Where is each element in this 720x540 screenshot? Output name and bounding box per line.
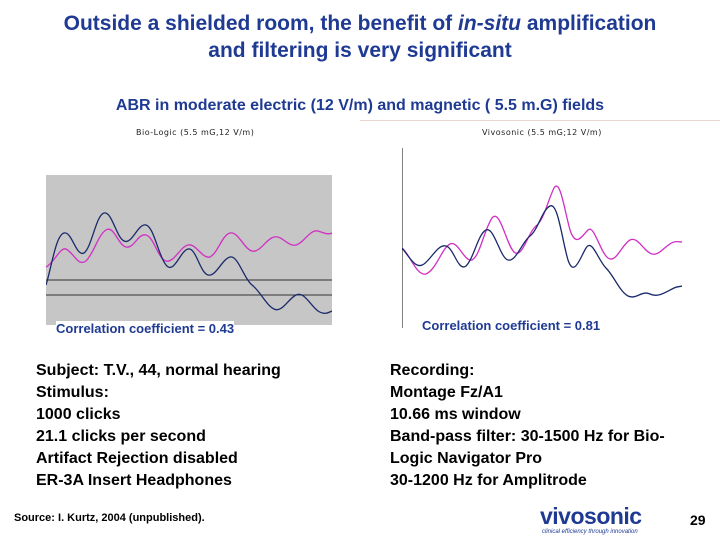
logo-tagline: clinical efficiency through innovation — [542, 529, 638, 535]
right-abr-plot — [402, 148, 682, 328]
info-line: Logic Navigator Pro — [390, 450, 543, 467]
info-line: Band-pass filter: 30-1500 Hz for Bio- — [390, 428, 665, 445]
plot-background — [402, 148, 682, 328]
navy-trace — [46, 212, 332, 314]
info-line: 1000 clicks — [36, 406, 121, 423]
info-line: 10.66 ms window — [390, 406, 521, 423]
right-info-block: Recording: Montage Fz/A1 10.66 ms window… — [390, 360, 665, 492]
left-plot-label: Bio-Logic (5.5 mG,12 V/m) — [136, 128, 255, 137]
info-line: Montage Fz/A1 — [390, 384, 503, 401]
navy-trace — [402, 205, 682, 298]
magenta-trace — [46, 228, 332, 268]
right-plot-label: Vivosonic (5.5 mG;12 V/m) — [482, 128, 602, 137]
page-number: 29 — [690, 512, 706, 528]
info-line: ER-3A Insert Headphones — [36, 472, 232, 489]
info-line: 21.1 clicks per second — [36, 428, 206, 445]
right-correlation-label: Correlation coefficient = 0.81 — [422, 318, 601, 333]
logo-wordmark: vivosonic — [540, 503, 642, 529]
vivosonic-logo: vivosonic clinical efficiency through in… — [540, 500, 690, 536]
slide-subtitle: ABR in moderate electric (12 V/m) and ma… — [115, 97, 605, 114]
plot-background — [46, 175, 332, 325]
info-line: Subject: T.V., 44, normal hearing — [36, 362, 281, 379]
info-line: Stimulus: — [36, 384, 109, 401]
left-abr-plot — [46, 175, 332, 325]
magenta-trace — [402, 185, 682, 275]
left-correlation-label: Correlation coefficient = 0.43 — [56, 321, 235, 336]
title-line-1: Outside a shielded room, the benefit of … — [63, 12, 657, 35]
info-line: Artifact Rejection disabled — [36, 450, 238, 467]
decorative-line — [360, 120, 720, 121]
info-line: 30-1200 Hz for Amplitrode — [390, 472, 587, 489]
left-info-block: Subject: T.V., 44, normal hearing Stimul… — [36, 360, 281, 492]
info-line: Recording: — [390, 362, 475, 379]
title-line-2: and filtering is very significant — [208, 39, 512, 62]
source-citation: Source: I. Kurtz, 2004 (unpublished). — [14, 512, 205, 524]
slide-title: Outside a shielded room, the benefit of … — [0, 10, 720, 64]
